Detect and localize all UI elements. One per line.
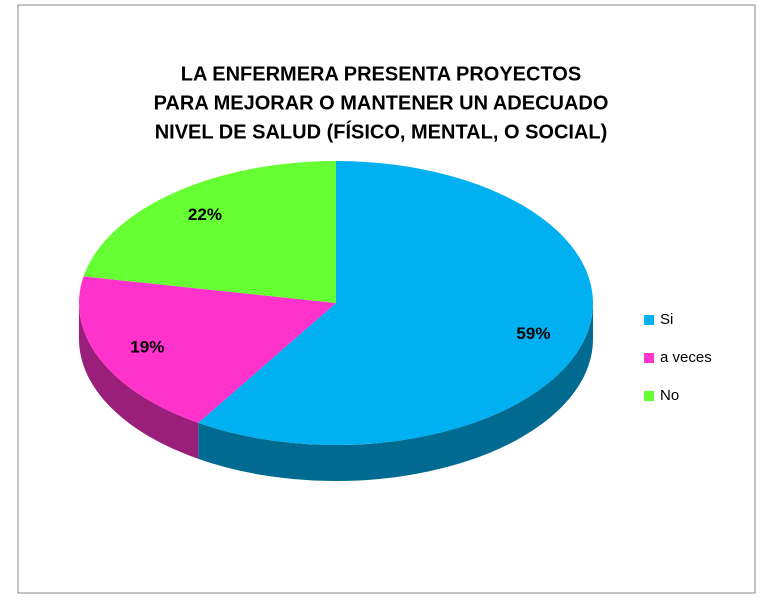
pie-slice [79,276,337,423]
legend-swatch [644,315,654,325]
chart-title: NIVEL DE SALUD (FÍSICO, MENTAL, O SOCIAL… [155,120,608,143]
legend-swatch [644,353,654,363]
legend-swatch [644,391,654,401]
data-label: 19% [130,338,164,357]
chart-title: LA ENFERMERA PRESENTA PROYECTOS [181,63,581,85]
pie-slice [198,161,594,445]
data-label: 59% [516,324,550,343]
legend-label: No [660,387,679,404]
legend-label: a veces [660,349,712,366]
pie-slice [83,161,336,303]
data-label: 22% [188,205,222,224]
pie-side [198,303,593,481]
chart-title: PARA MEJORAR O MANTENER UN ADECUADO [154,92,609,114]
legend-label: Si [660,311,673,328]
pie-side [78,303,199,459]
